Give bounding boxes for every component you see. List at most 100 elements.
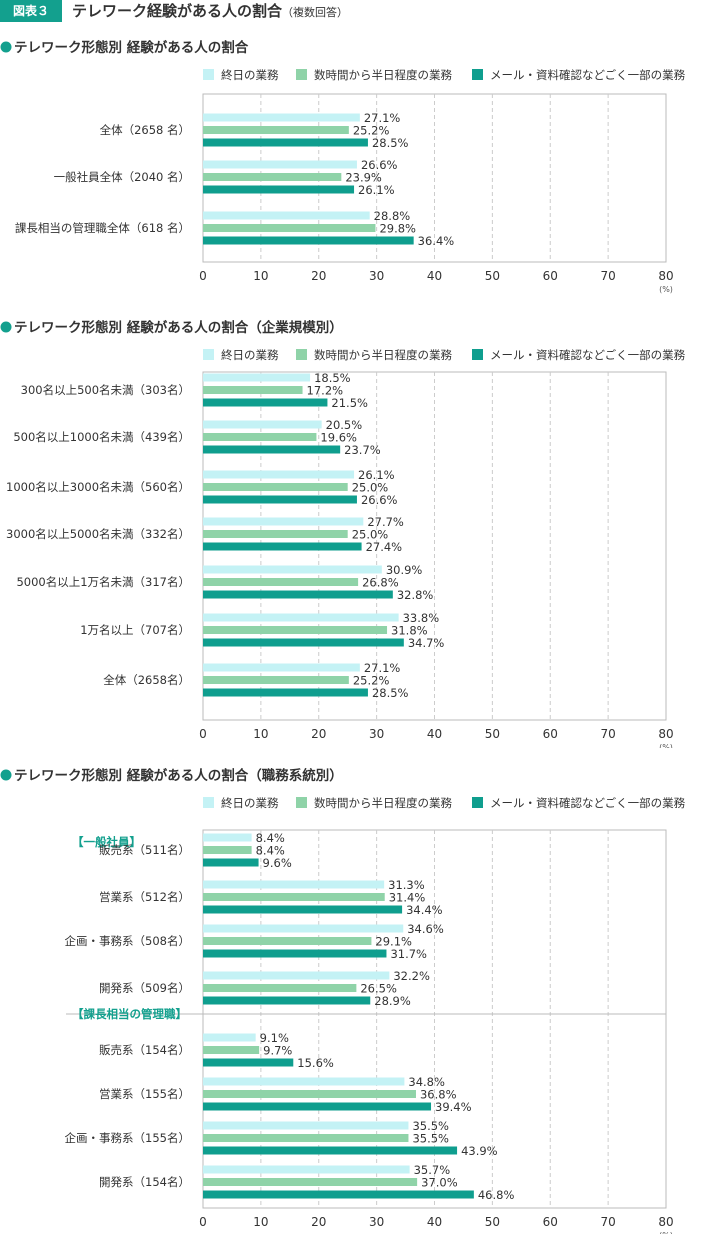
legend-swatch bbox=[472, 349, 483, 360]
tick-label: 20 bbox=[311, 269, 326, 283]
tick-label: 50 bbox=[485, 1215, 500, 1229]
tick-label: 70 bbox=[600, 727, 615, 741]
tick-label: 50 bbox=[485, 269, 500, 283]
category-label: 開発系（154名） bbox=[99, 1175, 190, 1189]
category-label: 全体（2658 名） bbox=[100, 123, 190, 137]
data-label: 29.8% bbox=[379, 222, 416, 236]
bar bbox=[203, 445, 341, 454]
tick-label: 40 bbox=[427, 269, 442, 283]
tick-label: 20 bbox=[311, 727, 326, 741]
tick-label: 40 bbox=[427, 727, 442, 741]
tick-label: 50 bbox=[485, 727, 500, 741]
bar bbox=[203, 880, 385, 889]
data-label: 31.3% bbox=[388, 878, 425, 892]
data-label: 37.0% bbox=[421, 1176, 458, 1190]
figure-badge: 図表３ bbox=[0, 0, 62, 22]
data-label: 27.4% bbox=[366, 540, 403, 554]
bar bbox=[203, 905, 403, 914]
bar bbox=[203, 1178, 418, 1186]
tick-label: 40 bbox=[427, 1215, 442, 1229]
data-label: 31.7% bbox=[390, 947, 427, 961]
bar bbox=[203, 420, 322, 429]
bar bbox=[203, 173, 342, 181]
chart-title: テレワーク形態別 経験がある人の割合（企業規模別） bbox=[14, 319, 343, 336]
data-label: 33.8% bbox=[403, 611, 440, 625]
bar bbox=[203, 470, 355, 479]
bar bbox=[203, 542, 362, 551]
category-label: 500名以上1000名未満（439名） bbox=[13, 430, 190, 444]
bar bbox=[203, 433, 317, 441]
data-label: 8.4% bbox=[256, 844, 285, 858]
data-label: 26.8% bbox=[362, 576, 399, 590]
data-label: 20.5% bbox=[326, 418, 363, 432]
bar bbox=[203, 893, 385, 901]
data-label: 32.8% bbox=[397, 588, 434, 602]
tick-label: 30 bbox=[369, 1215, 384, 1229]
bar bbox=[203, 1134, 409, 1142]
category-label: 300名以上500名未満（303名） bbox=[21, 383, 190, 397]
data-label: 39.4% bbox=[435, 1100, 472, 1114]
data-label: 28.8% bbox=[374, 209, 411, 223]
bar bbox=[203, 949, 387, 958]
legend-swatch bbox=[203, 797, 214, 808]
category-label: 3000名以上5000名未満（332名） bbox=[6, 527, 190, 541]
data-label: 25.2% bbox=[353, 674, 390, 688]
data-label: 9.7% bbox=[263, 1044, 292, 1058]
data-label: 29.1% bbox=[375, 935, 412, 949]
data-label: 23.7% bbox=[344, 443, 381, 457]
data-label: 25.0% bbox=[352, 528, 389, 542]
figure-title: テレワーク経験がある人の割合（複数回答） bbox=[72, 0, 348, 22]
category-label: 企画・事務系（508名） bbox=[65, 934, 190, 948]
bar bbox=[203, 590, 393, 599]
legend-entry: 数時間から半日程度の業務 bbox=[296, 796, 452, 810]
tick-label: 30 bbox=[369, 727, 384, 741]
data-label: 31.4% bbox=[389, 891, 426, 905]
bar bbox=[203, 398, 328, 407]
tick-label: 60 bbox=[543, 269, 558, 283]
tick-label: 10 bbox=[253, 1215, 268, 1229]
legend-swatch bbox=[472, 69, 483, 80]
data-label: 28.9% bbox=[374, 994, 411, 1008]
bar bbox=[203, 386, 303, 394]
legend-entry: メール・資料確認などごく一部の業務 bbox=[472, 796, 686, 810]
bar bbox=[203, 688, 368, 697]
legend-label: 数時間から半日程度の業務 bbox=[314, 348, 452, 362]
legend-swatch bbox=[472, 797, 483, 808]
bar bbox=[203, 185, 355, 194]
legend-entry: 終日の業務 bbox=[203, 348, 279, 362]
bar bbox=[203, 1146, 458, 1155]
legend-label: 終日の業務 bbox=[221, 796, 279, 810]
bar bbox=[203, 517, 364, 526]
figure-header: 図表３ テレワーク経験がある人の割合（複数回答） bbox=[0, 0, 727, 22]
tick-label: 70 bbox=[600, 269, 615, 283]
category-label: 1万名以上（707名） bbox=[80, 623, 190, 637]
bar bbox=[203, 626, 388, 634]
data-label: 34.6% bbox=[407, 922, 444, 936]
figure-subtitle: （複数回答） bbox=[282, 6, 349, 19]
data-label: 28.5% bbox=[372, 686, 409, 700]
data-label: 26.5% bbox=[360, 982, 397, 996]
bar bbox=[203, 565, 382, 574]
bar bbox=[203, 113, 360, 122]
legend-entry: 数時間から半日程度の業務 bbox=[296, 68, 452, 82]
bar bbox=[203, 1165, 410, 1174]
unit-label: (%) bbox=[659, 1231, 673, 1234]
bar bbox=[203, 211, 370, 220]
bar bbox=[203, 1058, 294, 1067]
chart-title: テレワーク形態別 経験がある人の割合（職務系統別） bbox=[14, 767, 343, 784]
category-label: 営業系（512名） bbox=[99, 890, 190, 904]
bar bbox=[203, 224, 376, 232]
legend-label: 終日の業務 bbox=[221, 348, 279, 362]
bar bbox=[203, 676, 349, 684]
category-label: 一般社員全体（2040 名） bbox=[54, 170, 190, 184]
category-label: 販売系（154名） bbox=[99, 1043, 190, 1057]
bar bbox=[203, 495, 357, 504]
category-label: 1000名以上3000名未満（560名） bbox=[6, 480, 190, 494]
data-label: 18.5% bbox=[314, 371, 351, 385]
data-label: 9.1% bbox=[260, 1031, 289, 1045]
bar bbox=[203, 663, 360, 672]
bar bbox=[203, 937, 372, 945]
tick-label: 0 bbox=[199, 727, 207, 741]
bar bbox=[203, 924, 404, 933]
